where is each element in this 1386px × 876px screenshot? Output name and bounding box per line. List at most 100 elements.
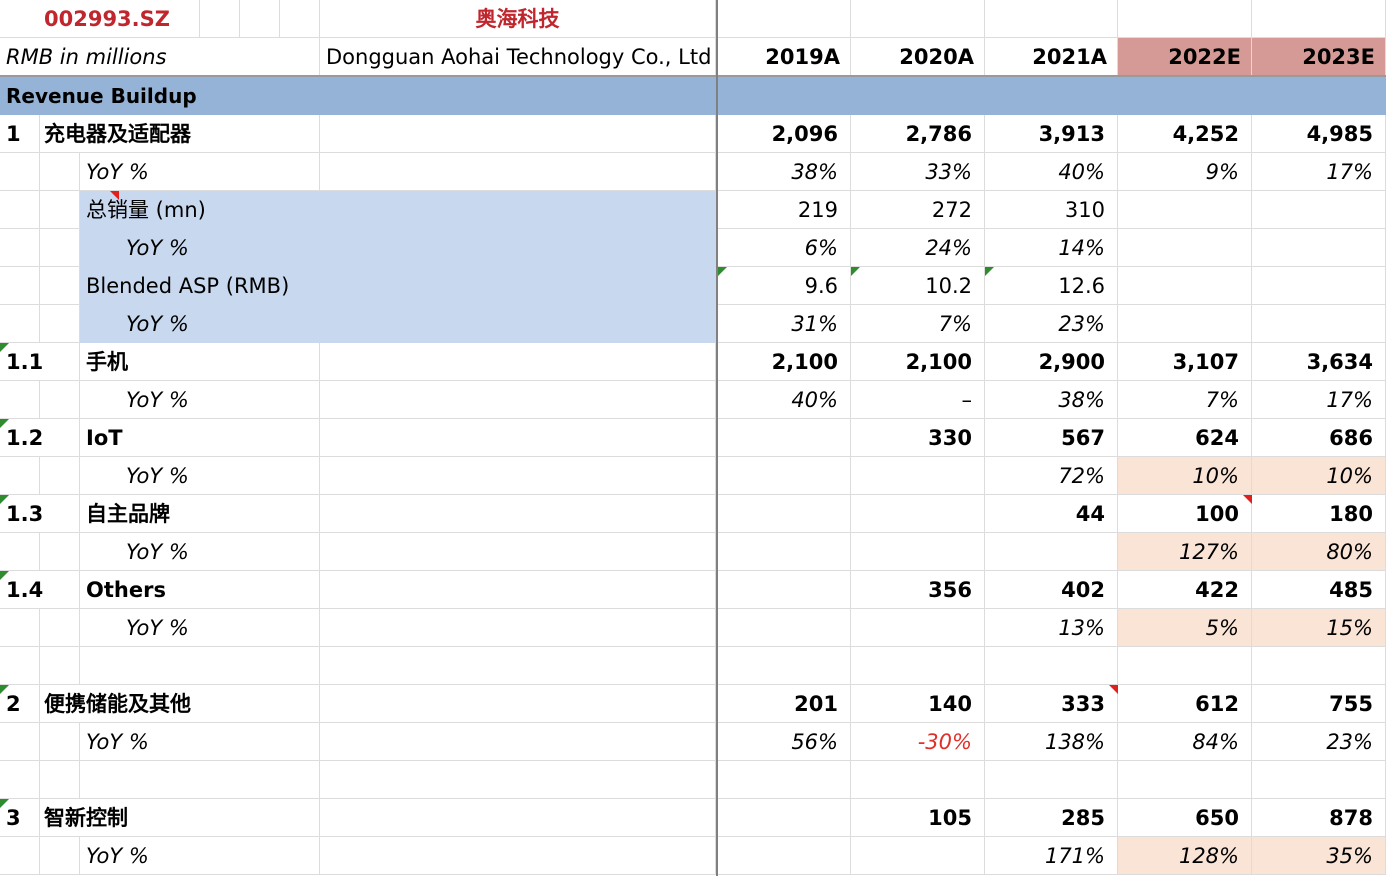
empty-cell[interactable] xyxy=(40,305,80,343)
row-label[interactable]: YoY % xyxy=(80,533,320,571)
value-cell[interactable]: 686 xyxy=(1252,419,1386,457)
value-cell[interactable]: 40% xyxy=(985,153,1118,191)
value-cell[interactable]: 333 xyxy=(985,685,1118,723)
empty-cell[interactable] xyxy=(1252,647,1386,685)
value-cell[interactable]: 7% xyxy=(1118,381,1252,419)
value-cell[interactable]: 485 xyxy=(1252,571,1386,609)
empty-cell[interactable] xyxy=(200,0,240,38)
value-cell[interactable]: 2,100 xyxy=(718,343,851,381)
value-cell[interactable]: 330 xyxy=(851,419,985,457)
assumption-cell[interactable]: 15% xyxy=(1252,609,1386,647)
empty-cell[interactable] xyxy=(0,761,40,799)
row-id[interactable]: 2 xyxy=(0,685,40,723)
value-cell[interactable]: 12.6 xyxy=(985,267,1118,305)
empty-cell[interactable] xyxy=(985,0,1118,38)
value-cell[interactable]: 9% xyxy=(1118,153,1252,191)
empty-cell[interactable] xyxy=(0,723,40,761)
empty-cell[interactable] xyxy=(718,495,851,533)
empty-cell[interactable] xyxy=(985,647,1118,685)
empty-cell[interactable] xyxy=(40,647,80,685)
units-cell[interactable]: RMB in millions xyxy=(0,38,320,76)
value-cell[interactable]: 23% xyxy=(1252,723,1386,761)
empty-cell[interactable] xyxy=(0,533,40,571)
value-cell[interactable]: 272 xyxy=(851,191,985,229)
value-cell[interactable]: 755 xyxy=(1252,685,1386,723)
value-cell[interactable]: 310 xyxy=(985,191,1118,229)
comment-marker-icon[interactable] xyxy=(110,191,119,200)
empty-cell[interactable] xyxy=(320,799,716,837)
empty-cell[interactable] xyxy=(320,647,716,685)
value-cell[interactable]: 14% xyxy=(985,229,1118,267)
row-label[interactable]: 自主品牌 xyxy=(80,495,320,533)
ticker-cell[interactable]: 002993.SZ xyxy=(0,0,200,38)
empty-cell[interactable] xyxy=(985,761,1118,799)
empty-cell[interactable] xyxy=(851,609,985,647)
empty-cell[interactable] xyxy=(718,571,851,609)
value-cell[interactable]: 624 xyxy=(1118,419,1252,457)
assumption-cell[interactable]: 10% xyxy=(1252,457,1386,495)
row-label[interactable]: YoY % xyxy=(80,609,320,647)
value-cell[interactable]: 612 xyxy=(1118,685,1252,723)
value-cell[interactable]: 23% xyxy=(985,305,1118,343)
year-header-2019a[interactable]: 2019A xyxy=(718,38,851,76)
empty-cell[interactable] xyxy=(320,343,716,381)
row-id[interactable]: 1.4 xyxy=(0,571,80,609)
empty-cell[interactable] xyxy=(40,533,80,571)
row-label[interactable]: YoY % xyxy=(80,229,716,267)
comment-marker-icon[interactable] xyxy=(851,267,860,276)
empty-cell[interactable] xyxy=(320,115,716,153)
value-cell[interactable]: 17% xyxy=(1252,381,1386,419)
row-label[interactable]: IoT xyxy=(80,419,320,457)
empty-cell[interactable] xyxy=(320,419,716,457)
empty-cell[interactable] xyxy=(0,267,40,305)
empty-cell[interactable] xyxy=(0,153,40,191)
value-cell[interactable]: 2,100 xyxy=(851,343,985,381)
year-header-2023e[interactable]: 2023E xyxy=(1252,38,1386,76)
comment-marker-icon[interactable] xyxy=(0,571,9,580)
value-cell[interactable]: 3,634 xyxy=(1252,343,1386,381)
comment-marker-icon[interactable] xyxy=(718,267,727,276)
empty-cell[interactable] xyxy=(1252,229,1386,267)
value-cell[interactable]: – xyxy=(851,381,985,419)
value-cell[interactable]: 2,096 xyxy=(718,115,851,153)
empty-cell[interactable] xyxy=(320,495,716,533)
value-cell[interactable]: 878 xyxy=(1252,799,1386,837)
value-cell[interactable]: 2,900 xyxy=(985,343,1118,381)
value-cell[interactable]: 44 xyxy=(985,495,1118,533)
empty-cell[interactable] xyxy=(851,495,985,533)
empty-cell[interactable] xyxy=(40,153,80,191)
empty-cell[interactable] xyxy=(280,0,320,38)
row-label[interactable]: Others xyxy=(80,571,320,609)
empty-cell[interactable] xyxy=(718,609,851,647)
comment-marker-icon[interactable] xyxy=(0,343,9,352)
empty-cell[interactable] xyxy=(320,685,716,723)
row-id[interactable]: 1.2 xyxy=(0,419,80,457)
empty-cell[interactable] xyxy=(320,381,716,419)
empty-cell[interactable] xyxy=(718,419,851,457)
empty-cell[interactable] xyxy=(320,837,716,875)
year-header-2020a[interactable]: 2020A xyxy=(851,38,985,76)
row-label[interactable]: YoY % xyxy=(80,381,320,419)
row-label[interactable]: YoY % xyxy=(80,457,320,495)
value-cell[interactable]: 17% xyxy=(1252,153,1386,191)
value-cell[interactable]: 2,786 xyxy=(851,115,985,153)
empty-cell[interactable] xyxy=(0,837,40,875)
empty-cell[interactable] xyxy=(851,837,985,875)
empty-cell[interactable] xyxy=(240,0,280,38)
empty-cell[interactable] xyxy=(40,723,80,761)
empty-cell[interactable] xyxy=(0,191,40,229)
negative-value-cell[interactable]: -30% xyxy=(851,723,985,761)
empty-cell[interactable] xyxy=(40,457,80,495)
empty-cell[interactable] xyxy=(1252,0,1386,38)
empty-cell[interactable] xyxy=(851,0,985,38)
value-cell[interactable]: 422 xyxy=(1118,571,1252,609)
empty-cell[interactable] xyxy=(1118,267,1252,305)
comment-marker-icon[interactable] xyxy=(0,495,9,504)
value-cell[interactable]: 13% xyxy=(985,609,1118,647)
section-title[interactable]: Revenue Buildup xyxy=(6,84,197,108)
empty-cell[interactable] xyxy=(851,457,985,495)
row-id[interactable]: 1 xyxy=(0,115,40,153)
comment-marker-icon[interactable] xyxy=(0,419,9,428)
empty-cell[interactable] xyxy=(1118,191,1252,229)
empty-cell[interactable] xyxy=(0,381,40,419)
